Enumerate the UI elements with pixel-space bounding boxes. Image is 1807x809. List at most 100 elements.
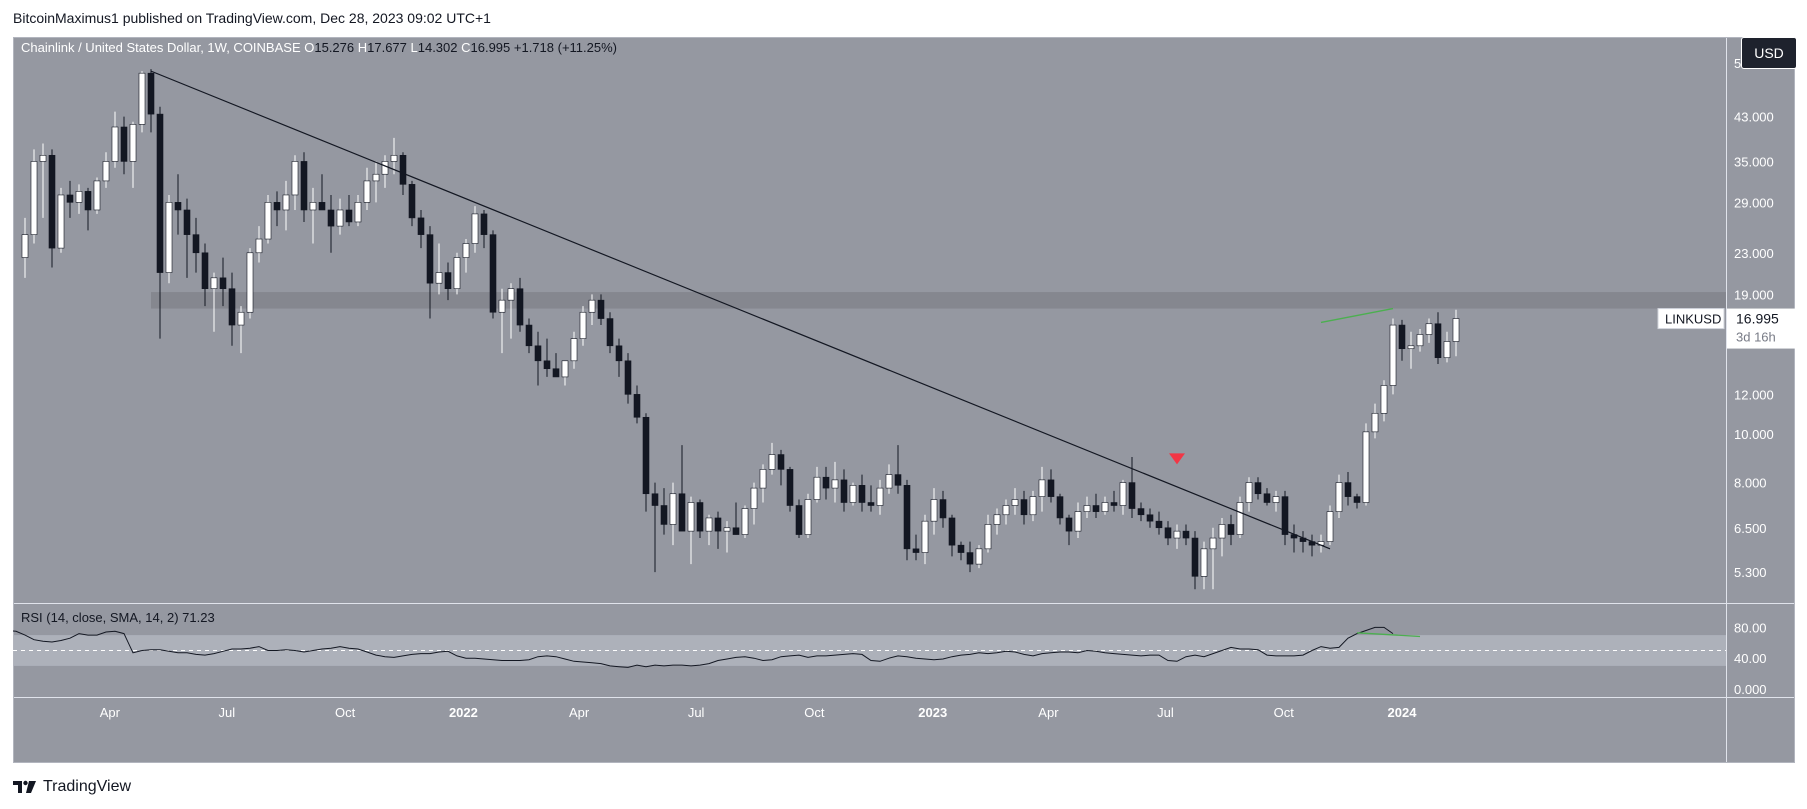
candle-body [1155,520,1163,529]
low-label: L [411,40,418,55]
candle-body [147,72,155,115]
candle-body [615,345,623,362]
candle-body [849,485,857,503]
candle-body [390,154,398,162]
symbol-tag [1657,308,1725,330]
candle-body [1038,479,1046,497]
high-value: 17.677 [367,40,410,55]
candle-body [363,180,371,203]
candle-body [1218,524,1226,539]
candle-body [282,194,290,211]
candle-body [867,502,875,506]
time-tick-label: Jul [1157,705,1174,720]
price-tick-label: 29.000 [1734,195,1774,210]
rsi-tick-label: 40.00 [1734,651,1767,666]
candle-body [606,318,614,347]
candle-body [1263,493,1271,503]
candle-body [273,202,281,211]
candle-body [786,469,794,506]
candle-body [1119,482,1127,506]
low-value: 14.302 [418,40,461,55]
candle-body [1182,530,1190,539]
candle-body [57,194,65,249]
candle-body [804,499,812,535]
resistance-band [151,292,1726,309]
candle-body [1209,537,1217,550]
candle-body [1254,482,1262,495]
candle-body [813,476,821,500]
time-tick-label: Jul [219,705,236,720]
open-value: 15.276 [314,40,357,55]
candle-body [831,479,839,489]
candle-body [759,469,767,489]
candle-body [471,213,479,244]
candle-body [174,202,182,211]
candle-body [1443,341,1451,359]
candle-body [1146,514,1154,522]
candle-body [309,202,317,211]
candle-body [552,368,560,378]
time-tick-label: Oct [1274,705,1295,720]
candle-body [894,474,902,486]
candle-body [1425,323,1433,335]
price-tick-label: 6.500 [1734,521,1767,536]
candle-body [876,487,884,506]
chart-border [13,37,1795,763]
candle-body [921,520,929,553]
price-tag [1727,308,1795,349]
chart-container[interactable]: 55.00043.00035.00029.00023.00019.00012.0… [0,37,1795,763]
candle-body [102,161,110,182]
price-tick-label: 8.000 [1734,476,1767,491]
candle-body [489,234,497,313]
candle-body [84,191,92,211]
candle-body [399,154,407,185]
rsi-params: (14, close, SMA, 14, 2) [46,610,182,625]
candle-body [1200,548,1208,577]
candle-body [930,499,938,522]
time-tick-label: Oct [804,705,825,720]
candle-body [1326,511,1334,542]
candle-body [1281,496,1289,535]
candle-body [1335,482,1343,512]
price-tick-label: 5.300 [1734,565,1767,580]
time-tick-label: Apr [100,705,121,720]
candle-body [1407,345,1415,350]
candle-body [120,126,128,162]
candle-body [696,502,704,532]
time-tick-label: Apr [569,705,590,720]
price-tick-label: 10.000 [1734,427,1774,442]
candle-body [1011,499,1019,506]
currency-button[interactable]: USD [1741,37,1797,69]
descending-trendline [150,70,1331,550]
candle-body [822,476,830,489]
candle-body [1191,537,1199,577]
time-tick-label: Jul [688,705,705,720]
candle-body [1452,318,1460,342]
candle-body [111,126,119,162]
candle-body [570,338,578,362]
chart-title: Chainlink / United States Dollar, 1W, CO… [21,40,304,55]
rsi-name: RSI [21,610,46,625]
candle-body [651,493,659,506]
candle-body [795,505,803,535]
candle-body [543,360,551,370]
candle-body [138,72,146,125]
candle-body [678,493,686,532]
candle-body [372,173,380,182]
candle-body [354,202,362,223]
last-price-label: 16.995 [1736,311,1779,327]
candle-body [210,277,218,290]
rsi-value: 71.23 [182,610,215,625]
time-tick-label: 2023 [918,705,947,720]
candle-body [624,360,632,395]
candle-body [426,234,434,284]
price-tick-label: 12.000 [1734,387,1774,402]
candle-body [525,324,533,347]
candle-body [642,416,650,495]
candle-body [255,238,263,254]
candle-body [741,508,749,535]
candle-body [1362,431,1370,503]
candle-body [480,213,488,235]
candle-body [345,209,353,223]
candle-body [939,499,947,519]
